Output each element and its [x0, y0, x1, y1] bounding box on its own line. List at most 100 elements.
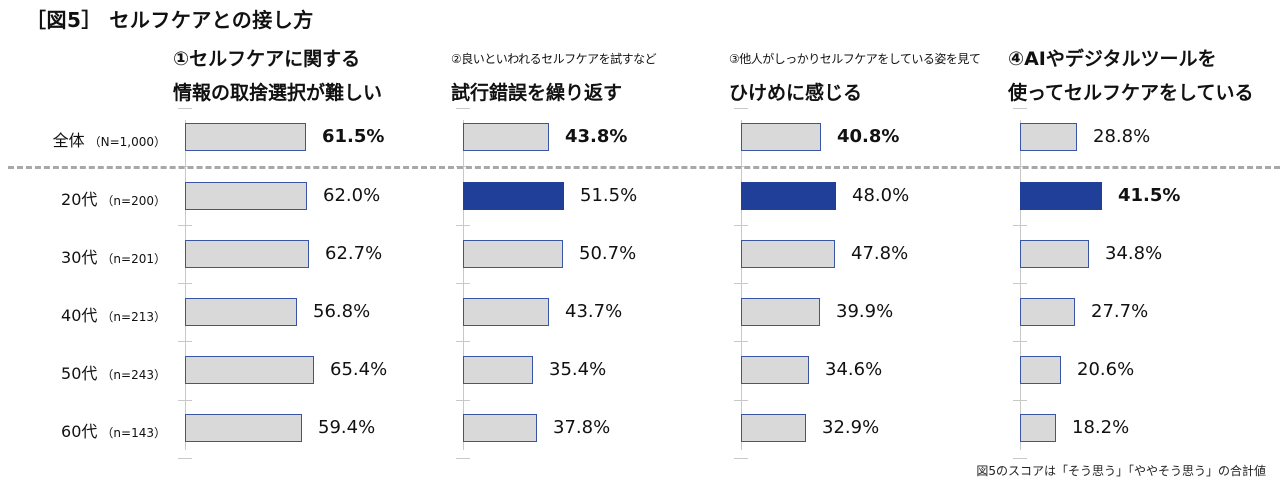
- panel-header-line1: ①セルフケアに関する: [173, 48, 361, 70]
- row-label-0: 全体 （N=1,000）: [0, 127, 166, 151]
- value-label: 59.4%: [318, 417, 376, 438]
- panel-header-4: ④AIやデジタルツールを使ってセルフケアをしている: [1008, 42, 1253, 110]
- row-label-2: 30代 （n=201）: [0, 244, 166, 268]
- value-label: 40.8%: [837, 126, 900, 147]
- bar: [185, 356, 314, 384]
- axis-line-2: [463, 120, 464, 450]
- row-label-n: （n=213）: [101, 310, 166, 324]
- row-label-n: （n=243）: [101, 368, 166, 382]
- axis-tick: [1013, 457, 1027, 459]
- axis-tick: [456, 341, 470, 343]
- axis-tick: [178, 282, 192, 284]
- bar: [1020, 182, 1102, 210]
- axis-tick: [1013, 108, 1027, 109]
- bar: [1020, 298, 1075, 326]
- bar: [463, 414, 537, 442]
- bar: [463, 356, 533, 384]
- value-label: 47.8%: [851, 243, 909, 264]
- row-label-text: 20代: [61, 190, 98, 209]
- axis-tick: [456, 282, 470, 284]
- row-label-1: 20代 （n=200）: [0, 186, 166, 210]
- value-label: 50.7%: [579, 243, 637, 264]
- bar: [741, 356, 809, 384]
- axis-tick: [178, 224, 192, 226]
- row-label-text: 30代: [61, 248, 98, 267]
- panel-header-line1: ③他人がしっかりセルフケアをしている姿を見て: [729, 52, 981, 66]
- value-label: 27.7%: [1091, 301, 1149, 322]
- bar: [185, 182, 307, 210]
- panel-header-2: ②良いといわれるセルフケアを試すなど 試行錯誤を繰り返す: [451, 42, 657, 110]
- axis-tick: [456, 108, 470, 109]
- panel-header-3: ③他人がしっかりセルフケアをしている姿を見てひけめに感じる: [729, 42, 981, 110]
- bar: [1020, 356, 1061, 384]
- bar: [185, 414, 302, 442]
- axis-tick: [178, 108, 192, 109]
- divider-dashed-line: [8, 166, 1280, 169]
- value-label: 48.0%: [852, 185, 910, 206]
- value-label: 65.4%: [330, 359, 388, 380]
- row-label-text: 40代: [61, 306, 98, 325]
- value-label: 32.9%: [822, 417, 880, 438]
- axis-tick: [734, 282, 748, 284]
- value-label: 62.0%: [323, 185, 381, 206]
- row-label-n: （n=201）: [101, 252, 166, 266]
- axis-tick: [734, 108, 748, 109]
- bar: [741, 298, 820, 326]
- bar: [741, 414, 806, 442]
- panel-header-line2: 情報の取捨選択が難しい: [173, 82, 383, 104]
- panel-header-line1: ④AIやデジタルツールを: [1008, 48, 1217, 70]
- axis-line-3: [741, 120, 742, 450]
- row-label-n: （n=200）: [101, 194, 166, 208]
- axis-tick: [734, 224, 748, 226]
- bar: [1020, 123, 1077, 151]
- bar: [463, 123, 549, 151]
- panel-header-line2: ひけめに感じる: [729, 82, 863, 104]
- row-label-n: （N=1,000）: [88, 135, 166, 149]
- axis-tick: [178, 341, 192, 343]
- value-label: 18.2%: [1072, 417, 1130, 438]
- row-label-text: 全体: [52, 131, 85, 150]
- bar: [185, 240, 309, 268]
- panel-header-line2: 使ってセルフケアをしている: [1008, 82, 1254, 104]
- row-label-4: 50代 （n=243）: [0, 360, 166, 384]
- axis-tick: [734, 399, 748, 401]
- value-label: 56.8%: [313, 301, 371, 322]
- footnote: 図5のスコアは「そう思う」「ややそう思う」の合計値: [976, 464, 1266, 478]
- axis-tick: [178, 457, 192, 459]
- bar: [185, 123, 306, 151]
- bar: [463, 298, 549, 326]
- value-label: 43.7%: [565, 301, 623, 322]
- row-label-text: 60代: [61, 422, 98, 441]
- bar: [741, 123, 821, 151]
- bar: [463, 240, 563, 268]
- axis-tick: [456, 224, 470, 226]
- value-label: 51.5%: [580, 185, 638, 206]
- bar: [1020, 240, 1089, 268]
- panel-header-line1: ②良いといわれるセルフケアを試すなど: [451, 52, 657, 66]
- value-label: 61.5%: [322, 126, 385, 147]
- chart-title: ［図5］ セルフケアとの接し方: [26, 8, 314, 32]
- value-label: 34.6%: [825, 359, 883, 380]
- axis-tick: [456, 457, 470, 459]
- value-label: 37.8%: [553, 417, 611, 438]
- axis-tick: [1013, 224, 1027, 226]
- axis-line-4: [1020, 120, 1021, 450]
- bar: [1020, 414, 1056, 442]
- axis-tick: [734, 457, 748, 459]
- axis-tick: [178, 399, 192, 401]
- bar: [741, 240, 835, 268]
- axis-tick: [1013, 341, 1027, 343]
- panel-header-1: ①セルフケアに関する 情報の取捨選択が難しい: [173, 42, 382, 110]
- axis-line-1: [185, 120, 186, 450]
- row-label-n: （n=143）: [101, 426, 166, 440]
- value-label: 39.9%: [836, 301, 894, 322]
- row-label-text: 50代: [61, 364, 98, 383]
- axis-tick: [456, 399, 470, 401]
- value-label: 34.8%: [1105, 243, 1163, 264]
- value-label: 35.4%: [549, 359, 607, 380]
- axis-tick: [1013, 282, 1027, 284]
- value-label: 28.8%: [1093, 126, 1151, 147]
- axis-tick: [1013, 399, 1027, 401]
- value-label: 20.6%: [1077, 359, 1135, 380]
- axis-tick: [734, 341, 748, 343]
